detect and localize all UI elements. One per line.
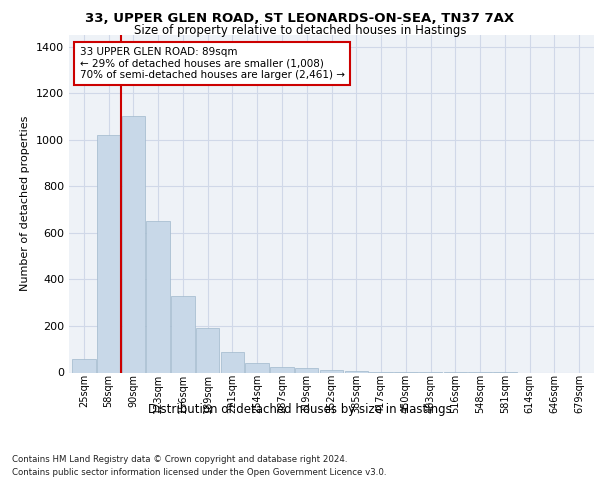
Text: Size of property relative to detached houses in Hastings: Size of property relative to detached ho… <box>134 24 466 37</box>
Text: Distribution of detached houses by size in Hastings: Distribution of detached houses by size … <box>148 402 452 415</box>
Text: Contains HM Land Registry data © Crown copyright and database right 2024.: Contains HM Land Registry data © Crown c… <box>12 456 347 464</box>
Bar <box>295 368 319 372</box>
Text: Contains public sector information licensed under the Open Government Licence v3: Contains public sector information licen… <box>12 468 386 477</box>
Text: 33, UPPER GLEN ROAD, ST LEONARDS-ON-SEA, TN37 7AX: 33, UPPER GLEN ROAD, ST LEONARDS-ON-SEA,… <box>85 12 515 26</box>
Bar <box>196 328 220 372</box>
Bar <box>122 116 145 372</box>
Bar <box>146 221 170 372</box>
Bar <box>320 370 343 372</box>
Bar <box>72 359 95 372</box>
Y-axis label: Number of detached properties: Number of detached properties <box>20 116 31 292</box>
Text: 33 UPPER GLEN ROAD: 89sqm
← 29% of detached houses are smaller (1,008)
70% of se: 33 UPPER GLEN ROAD: 89sqm ← 29% of detac… <box>79 47 344 80</box>
Bar <box>171 296 194 372</box>
Bar <box>97 135 121 372</box>
Bar <box>245 363 269 372</box>
Bar <box>270 366 294 372</box>
Bar <box>221 352 244 372</box>
